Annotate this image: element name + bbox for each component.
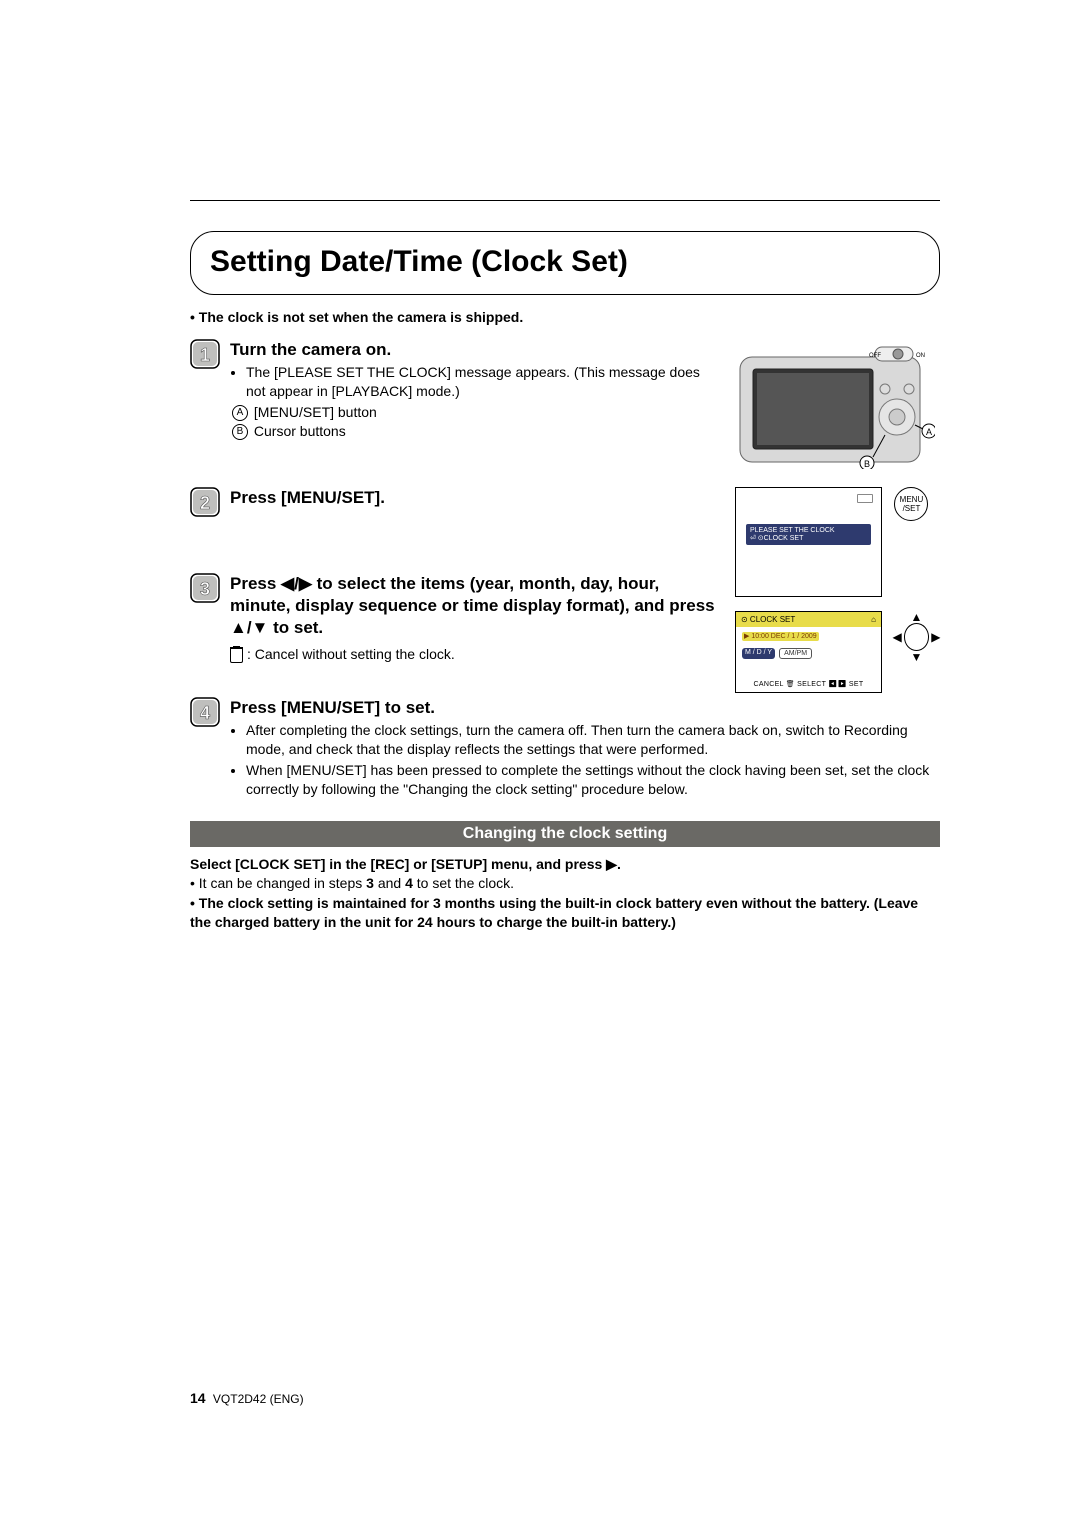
step-3-cancel: : Cancel without setting the clock. <box>247 646 455 662</box>
left-right-arrow-icon: ◀/▶ <box>281 574 312 593</box>
top-rule <box>190 200 940 201</box>
title-box: Setting Date/Time (Clock Set) <box>190 231 940 295</box>
home-icon: ⌂ <box>871 615 876 624</box>
changing-clock-banner: Changing the clock setting <box>190 821 940 847</box>
page-number: 14 <box>190 1390 206 1406</box>
clockset-illustration: ⊙ CLOCK SET ⌂ ▶ 10:00 DEC / 1 / 2009 M /… <box>735 611 940 693</box>
svg-text:B: B <box>864 459 870 469</box>
clockset-title: ⊙ CLOCK SET <box>741 615 795 624</box>
menu-btn-l1: MENU <box>900 495 924 504</box>
intro-bullet: • The clock is not set when the camera i… <box>190 309 940 325</box>
clockset-ampm: AM/PM <box>779 648 812 659</box>
clockset-time: ▶ 10:00 DEC / 1 / 2009 <box>742 632 819 641</box>
changing-line2: • It can be changed in steps 3 and 4 to … <box>190 875 514 891</box>
manual-page: Setting Date/Time (Clock Set) • The cloc… <box>0 0 1080 1526</box>
step-4: 4 Press [MENU/SET] to set. After complet… <box>190 697 940 801</box>
svg-text:2: 2 <box>200 493 210 513</box>
step-2-heading: Press [MENU/SET]. <box>230 487 717 509</box>
svg-text:4: 4 <box>200 703 210 723</box>
menu-btn-l2: /SET <box>903 504 921 513</box>
svg-text:1: 1 <box>200 345 210 365</box>
right-arrow-icon: ▶ <box>606 856 617 872</box>
step-4-heading: Press [MENU/SET] to set. <box>230 697 940 719</box>
step-3: 3 Press ◀/▶ to select the items (year, m… <box>190 573 717 664</box>
label-a-icon: A <box>232 405 248 421</box>
step-3-text: Press <box>230 574 281 593</box>
page-title: Setting Date/Time (Clock Set) <box>210 245 628 278</box>
step-2: 2 Press [MENU/SET]. <box>190 487 717 517</box>
menu-set-button-icon: MENU /SET <box>894 487 928 521</box>
step-4-bullet-2: When [MENU/SET] has been pressed to comp… <box>246 761 940 799</box>
label-b-icon: B <box>232 424 248 440</box>
steps-area: 1 Turn the camera on. The [PLEASE SET TH… <box>190 339 940 693</box>
up-down-arrow-icon: ▲/▼ <box>230 618 268 637</box>
svg-text:3: 3 <box>200 579 210 599</box>
step-number-icon: 4 <box>190 697 220 727</box>
dpad-icon: ▲ ◀▶ ▼ <box>892 611 940 663</box>
battery-icon <box>857 494 873 503</box>
step-3-text: to set. <box>268 618 323 637</box>
svg-text:A: A <box>926 427 932 437</box>
camera-illustration: OFF ON A B <box>735 339 935 469</box>
step-number-icon: 1 <box>190 339 220 369</box>
off-label: OFF <box>869 353 881 359</box>
illustrations-column: OFF ON A B <box>735 339 940 693</box>
step-3-heading: Press ◀/▶ to select the items (year, mon… <box>230 573 717 639</box>
step-number-icon: 3 <box>190 573 220 603</box>
step-number-icon: 2 <box>190 487 220 517</box>
clockset-footer: CANCEL 🗑 SELECT ◀▶ SET <box>736 677 881 692</box>
step-1-bullet: The [PLEASE SET THE CLOCK] message appea… <box>246 363 717 401</box>
step-1: 1 Turn the camera on. The [PLEASE SET TH… <box>190 339 717 441</box>
lcd-line-2: ⏎ ⊙CLOCK SET <box>750 535 803 542</box>
on-label: ON <box>916 353 925 359</box>
trash-icon <box>230 647 243 663</box>
label-a-text: [MENU/SET] button <box>254 404 377 420</box>
doc-code: VQT2D42 (ENG) <box>213 1392 304 1406</box>
changing-line1: Select [CLOCK SET] in the [REC] or [SETU… <box>190 856 621 872</box>
page-footer: 14 VQT2D42 (ENG) <box>190 1390 304 1406</box>
lcd-line-1: PLEASE SET THE CLOCK <box>750 527 835 534</box>
clockset-screen: ⊙ CLOCK SET ⌂ ▶ 10:00 DEC / 1 / 2009 M /… <box>735 611 882 693</box>
lcd-menu-set-illustration: PLEASE SET THE CLOCK ⏎ ⊙CLOCK SET MENU /… <box>735 487 940 597</box>
changing-clock-text: Select [CLOCK SET] in the [REC] or [SETU… <box>190 855 940 933</box>
changing-line3: • The clock setting is maintained for 3 … <box>190 895 918 931</box>
label-b-text: Cursor buttons <box>254 423 346 439</box>
lcd-screen: PLEASE SET THE CLOCK ⏎ ⊙CLOCK SET <box>735 487 882 597</box>
clockset-mdy: M / D / Y <box>742 648 775 659</box>
step-1-heading: Turn the camera on. <box>230 339 717 361</box>
step-4-bullet-1: After completing the clock settings, tur… <box>246 721 940 759</box>
